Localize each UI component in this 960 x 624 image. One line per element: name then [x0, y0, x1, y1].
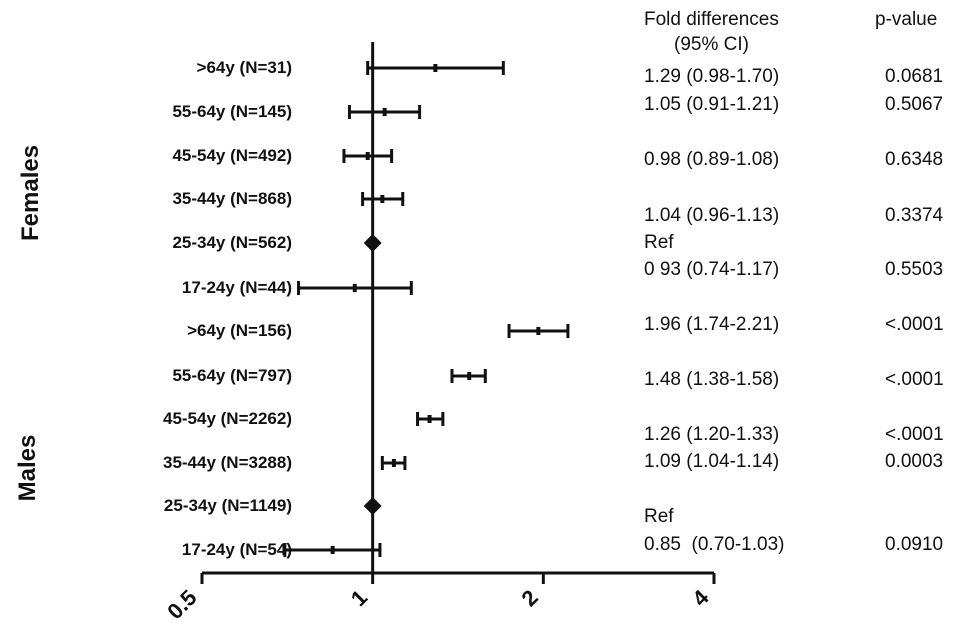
- row-label: 55-64y (N=797): [172, 366, 292, 385]
- row-label: 17-24y (N=44): [181, 278, 292, 297]
- fold-value: 1.96 (1.74-2.21): [644, 314, 780, 335]
- row-label: >64y (N=31): [196, 58, 292, 77]
- point-estimate: [365, 152, 370, 160]
- fold-value: Ref: [644, 506, 674, 527]
- point-estimate: [352, 284, 357, 292]
- p-value: <.0001: [885, 424, 944, 445]
- point-estimate: [382, 108, 387, 116]
- point-estimate: [380, 195, 385, 203]
- p-value: 0.0910: [885, 534, 944, 555]
- fold-value: 1.05 (0.91-1.21): [644, 94, 780, 115]
- point-estimate: [536, 327, 541, 335]
- fold-value: 0.98 (0.89-1.08): [644, 149, 780, 170]
- point-estimate: [330, 546, 335, 554]
- fold-value: 1.26 (1.20-1.33): [644, 424, 780, 445]
- x-tick-label: 0.5: [162, 585, 201, 624]
- fold-value: 0.85 (0.70-1.03): [644, 534, 785, 555]
- ci-subheader: (95% CI): [674, 34, 749, 55]
- point-estimate: [467, 372, 472, 380]
- point-estimate: [427, 415, 432, 423]
- row-label: 25-34y (N=562): [172, 233, 292, 252]
- x-tick-label: 1: [346, 585, 372, 611]
- fold-value: Ref: [644, 232, 674, 253]
- x-tick-label: 2: [517, 585, 543, 611]
- row-label: 25-34y (N=1149): [163, 496, 292, 515]
- x-tick-label: 4: [687, 584, 714, 611]
- p-value: 0.0681: [885, 66, 944, 87]
- fold-value: 1.29 (0.98-1.70): [644, 66, 780, 87]
- row-label: 17-24y (N=54): [181, 540, 292, 559]
- p-value: 0.5503: [885, 259, 944, 280]
- reference-diamond: [363, 234, 382, 252]
- fold-value: 0 93 (0.74-1.17): [644, 259, 780, 280]
- point-estimate: [391, 459, 396, 467]
- p-value-header: p-value: [875, 9, 938, 30]
- reference-diamond: [363, 497, 382, 515]
- row-label: 45-54y (N=492): [172, 146, 292, 165]
- p-value: 0.6348: [885, 149, 944, 170]
- p-value: 0.0003: [885, 451, 944, 472]
- row-label: 35-44y (N=868): [172, 189, 292, 208]
- row-label: 35-44y (N=3288): [162, 453, 292, 472]
- fold-value: 1.48 (1.38-1.58): [644, 369, 780, 390]
- fold-value: 1.04 (0.96-1.13): [644, 205, 780, 226]
- fold-value: 1.09 (1.04-1.14): [644, 451, 780, 472]
- p-value: 0.5067: [885, 94, 944, 115]
- fold-differences-header: Fold differences: [644, 9, 779, 30]
- row-label: 55-64y (N=145): [172, 102, 292, 121]
- row-label: 45-54y (N=2262): [162, 409, 292, 428]
- point-estimate: [433, 64, 438, 72]
- p-value: <.0001: [885, 369, 944, 390]
- p-value: <.0001: [885, 314, 944, 335]
- row-label: >64y (N=156): [187, 321, 292, 340]
- p-value: 0.3374: [885, 205, 944, 226]
